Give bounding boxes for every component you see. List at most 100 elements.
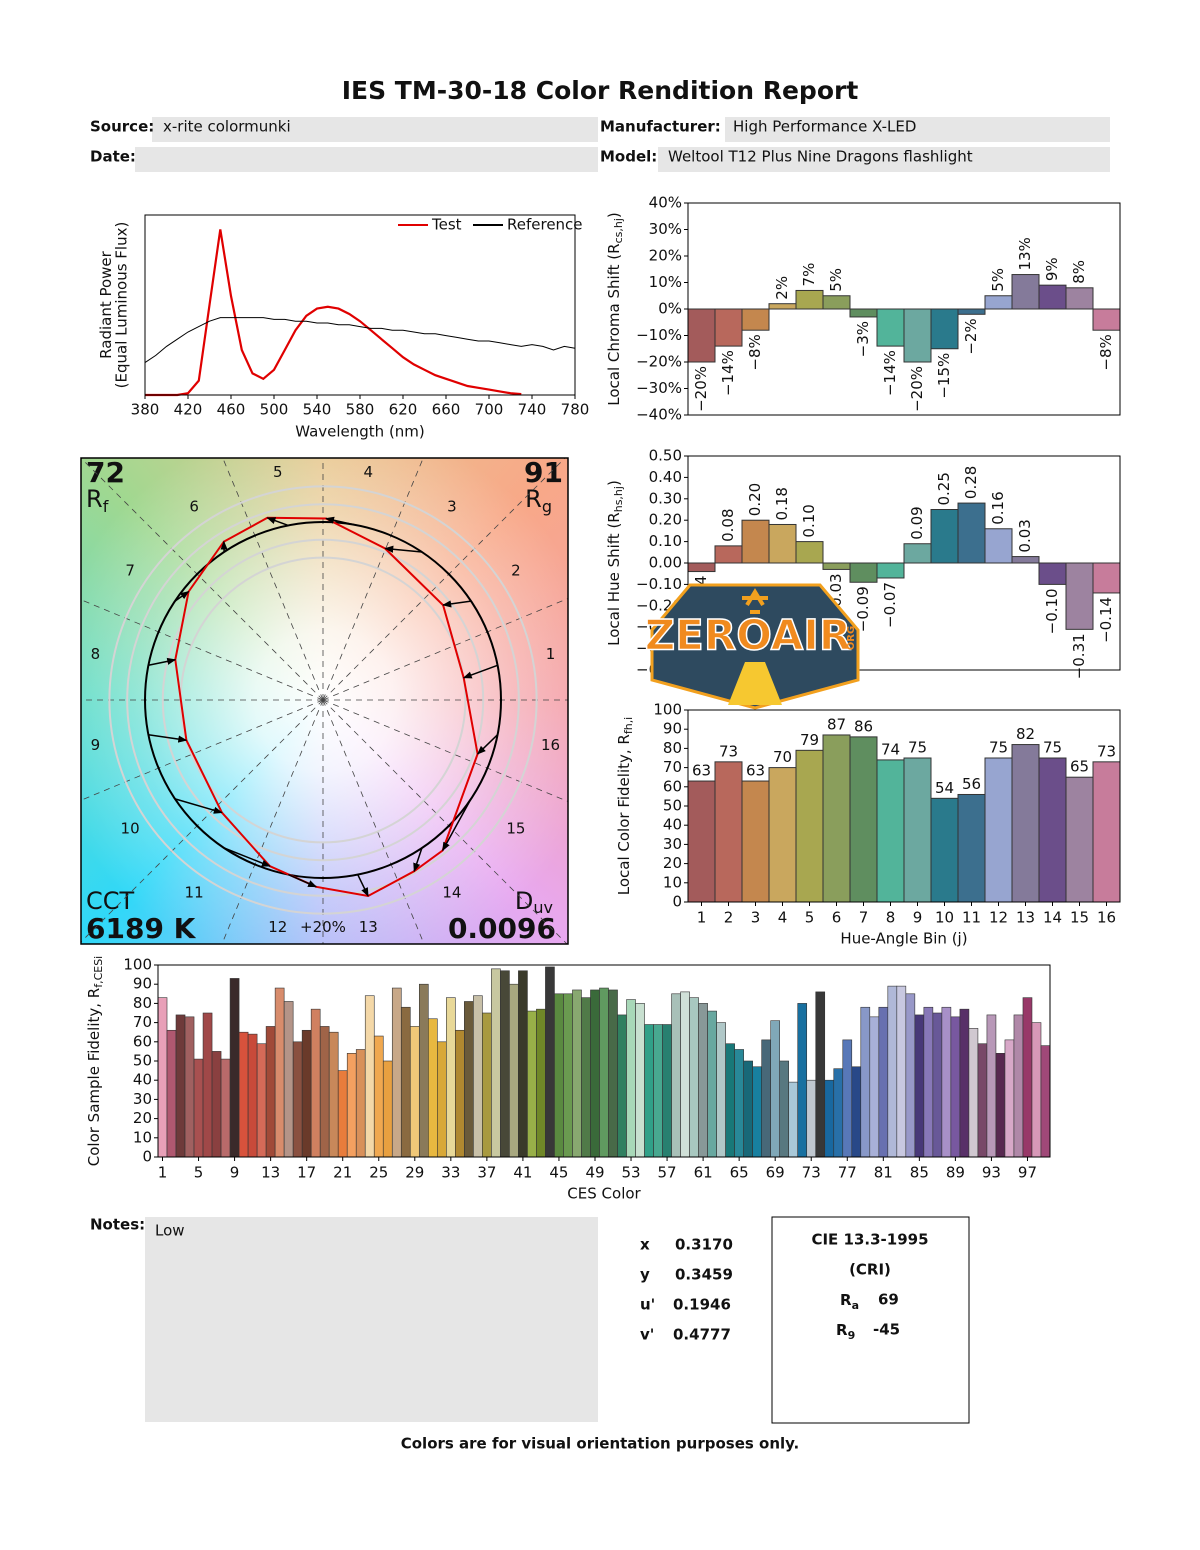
bar (328, 1031, 339, 1158)
y-tick-label: −10% (636, 326, 682, 344)
x-tick-label: 85 (910, 1164, 929, 1182)
y-tick-label: −0.20 (636, 596, 682, 614)
label-text: Local Chroma Shift (R (605, 243, 623, 405)
axis-label: Local Color Fidelity, Rfh,i (615, 717, 636, 896)
bin-label: 4 (363, 463, 373, 481)
chroma-label: x (640, 1236, 650, 1254)
bar (599, 987, 609, 1158)
field-value: High Performance X-LED (733, 118, 916, 136)
bar (795, 289, 824, 310)
value-label: 56 (962, 775, 981, 793)
bar (617, 1014, 627, 1158)
y-tick-label: 0.30 (649, 489, 682, 507)
bar (734, 1049, 744, 1158)
bar (687, 308, 716, 363)
bar (815, 991, 826, 1158)
bar (714, 308, 743, 347)
x-tick-label: 660 (432, 401, 461, 419)
bar-chart: 63 1 73 2 63 3 70 4 79 5 87 6 86 7 74 8 75 9 54 10 56 11 75 12 8… (615, 701, 1121, 948)
bar (518, 970, 528, 1158)
y-tick-label: 60 (133, 1032, 152, 1050)
value-label: 54 (935, 779, 954, 797)
legend-label: Test (431, 216, 462, 234)
y-tick-label: 0% (658, 300, 682, 318)
bin-divider (222, 458, 324, 701)
chroma-value: 0.4777 (673, 1326, 731, 1344)
bar (653, 1024, 663, 1158)
bar (768, 303, 797, 310)
subscript: f,CESi (92, 956, 105, 988)
bar (779, 1060, 790, 1158)
bar (473, 995, 483, 1158)
bar (984, 757, 1013, 903)
bar (851, 1066, 862, 1158)
value-label: −0.09 (854, 586, 872, 632)
bar (382, 1060, 393, 1158)
x-tick-label: 540 (303, 401, 332, 419)
duv-value: 0.0096 (448, 912, 556, 945)
label-text: Local Color Fidelity, R (615, 734, 633, 895)
x-tick-label: 8 (886, 909, 896, 927)
line-chart: Test Reference 380 420 460 500 540 580 620 660 700… (97, 214, 589, 441)
value-label: 79 (800, 731, 819, 749)
bar (428, 1018, 438, 1158)
y-tick-label: 0.50 (649, 447, 682, 465)
shift-arrow (441, 798, 472, 852)
bar (1013, 1014, 1024, 1158)
bar (941, 1006, 952, 1158)
x-tick-label: 11 (962, 909, 981, 927)
shift-arrow (223, 847, 271, 867)
x-tick-label: 2 (724, 909, 734, 927)
value-label: −0.07 (881, 582, 899, 628)
bar (644, 1024, 654, 1158)
x-tick-label: 740 (518, 401, 547, 419)
bar (563, 993, 573, 1158)
bar (166, 1029, 177, 1158)
bar (923, 1006, 934, 1158)
value-label: 73 (719, 742, 738, 760)
bar (581, 997, 591, 1158)
value-label: 5% (989, 268, 1007, 292)
label-text: R (525, 485, 542, 513)
bar (842, 1039, 853, 1158)
field (152, 117, 598, 142)
bar (932, 1012, 943, 1158)
field-value: Weltool T12 Plus Nine Dragons flashlight (668, 148, 973, 166)
y-tick-label: 40 (663, 816, 682, 834)
cri-value: -45 (873, 1321, 900, 1339)
y-tick-label: 30 (663, 835, 682, 853)
x-tick-label: 61 (694, 1164, 713, 1182)
value-label: 0.28 (962, 466, 980, 499)
x-tick-label: 1 (158, 1164, 168, 1182)
label-text: R (86, 485, 103, 513)
bar (797, 1003, 808, 1158)
bar (716, 1022, 726, 1158)
chroma-value: 0.1946 (673, 1296, 731, 1314)
value-label: 0.10 (800, 504, 818, 537)
y-tick-label: 20 (663, 854, 682, 872)
shift-arrow (266, 517, 289, 527)
bin-label: 10 (121, 819, 140, 837)
x-tick-label: 500 (260, 401, 289, 419)
bar (409, 1026, 420, 1158)
bar (849, 562, 878, 583)
bin-label: 2 (511, 562, 521, 580)
bar (229, 978, 240, 1158)
rf-value: 72 (86, 456, 125, 489)
bar (238, 1031, 249, 1158)
bar (860, 1006, 871, 1158)
y-tick-label: 10% (649, 273, 682, 291)
bin-label: 1 (546, 645, 556, 663)
bar (752, 1066, 762, 1158)
bar (247, 1033, 258, 1158)
x-tick-label: 14 (1043, 909, 1062, 927)
bar (220, 1058, 231, 1158)
bar (455, 1029, 465, 1158)
x-tick-label: 17 (297, 1164, 316, 1182)
bar (687, 780, 716, 903)
y-tick-label: −0.10 (636, 575, 682, 593)
value-label: 75 (989, 739, 1008, 757)
